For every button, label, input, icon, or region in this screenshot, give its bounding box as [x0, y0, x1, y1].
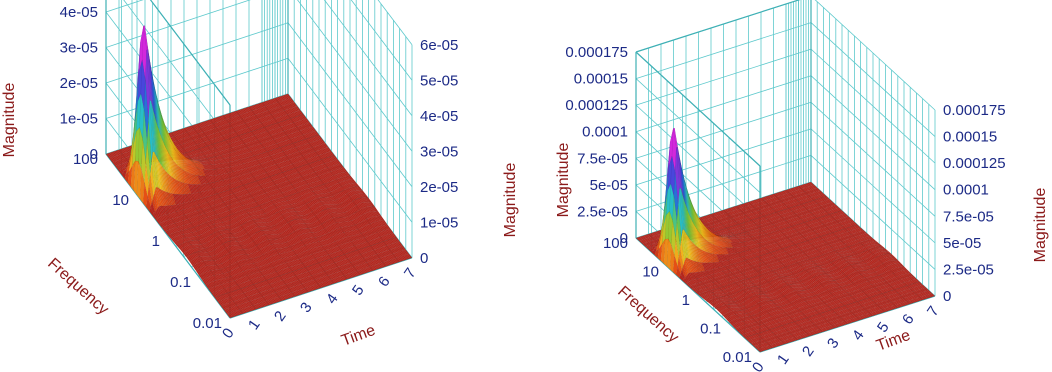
right-wall-gridline	[323, 0, 413, 117]
right-wall-gridline	[297, 0, 413, 152]
right-wall-gridline	[287, 22, 413, 188]
surface	[105, 25, 413, 319]
back-wall-gridline	[105, 0, 251, 48]
back-wall-gridline	[105, 22, 289, 84]
frame-edge	[229, 257, 413, 319]
right-wall-gridline	[350, 0, 413, 81]
back-wall-gridline	[105, 0, 144, 13]
right-wall-gridline	[287, 58, 413, 223]
right-wall-gridline	[377, 0, 413, 46]
side-wall-gridline	[123, 0, 231, 141]
frame-edge	[149, 0, 231, 106]
chart-1: 01e-052e-053e-054e-055e-056e-0501e-052e-…	[1, 0, 519, 350]
